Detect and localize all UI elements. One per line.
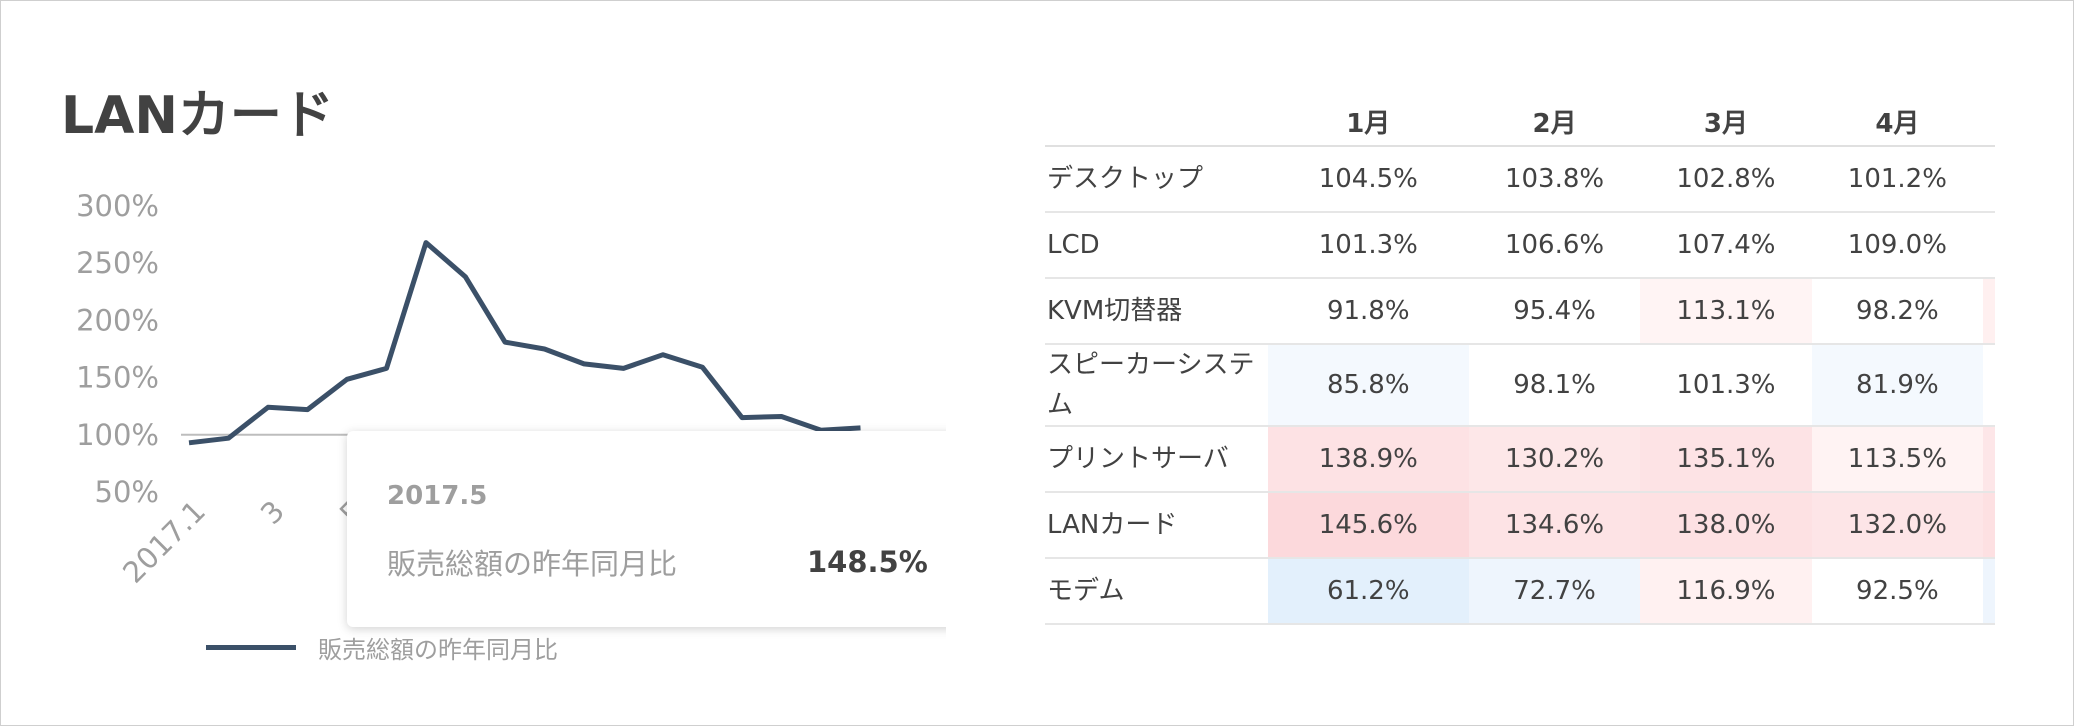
row-label: KVM切替器 — [1045, 278, 1268, 345]
table-cell: 91.8% — [1267, 278, 1469, 345]
legend-label: 販売総額の昨年同月比 — [318, 635, 558, 664]
legend-swatch — [206, 644, 296, 650]
table-row: LCD 101.3% 106.6% 107.4% 109.0% — [1045, 212, 1995, 279]
table-cell: 145.6% — [1267, 492, 1469, 559]
table-cell-overflow — [1983, 212, 1995, 279]
y-tick-label: 250% — [76, 246, 159, 280]
table-cell: 138.9% — [1267, 426, 1469, 493]
table-cell: 107.4% — [1640, 212, 1812, 279]
table-cell-overflow — [1983, 558, 1995, 625]
row-label: モデム — [1045, 558, 1268, 625]
table-cell: 95.4% — [1468, 278, 1641, 345]
heatmap-table: 1月 2月 3月 4月 デスクトップ 104.5% 103.8% 102.8% 101.2% L… — [1045, 97, 1995, 625]
column-header-overflow — [1983, 97, 1995, 147]
table-cell: 61.2% — [1267, 558, 1469, 625]
y-tick-label: 50% — [95, 475, 159, 509]
row-label: スピーカーシステム — [1045, 344, 1268, 427]
row-label: LCD — [1045, 212, 1268, 279]
row-label: プリントサーバ — [1045, 426, 1268, 493]
table-cell: 130.2% — [1468, 426, 1641, 493]
y-tick-label: 100% — [76, 418, 159, 452]
table-cell: 101.3% — [1640, 344, 1812, 427]
corner-header — [1045, 97, 1268, 147]
table-cell: 134.6% — [1468, 492, 1641, 559]
table-cell: 102.8% — [1640, 146, 1812, 213]
table-row: スピーカーシステム 85.8% 98.1% 101.3% 81.9% — [1045, 344, 1995, 427]
table-cell: 104.5% — [1267, 146, 1469, 213]
table-cell: 109.0% — [1811, 212, 1984, 279]
table-cell: 85.8% — [1267, 344, 1469, 427]
table-cell: 132.0% — [1811, 492, 1984, 559]
table-cell: 81.9% — [1811, 344, 1984, 427]
y-tick-label: 150% — [76, 361, 159, 395]
table-cell: 98.2% — [1811, 278, 1984, 345]
table-row: プリントサーバ 138.9% 130.2% 135.1% 113.5% — [1045, 426, 1995, 493]
chart-legend[interactable]: 販売総額の昨年同月比 — [206, 629, 558, 665]
table-cell: 92.5% — [1811, 558, 1984, 625]
heatmap-table-panel: 1月 2月 3月 4月 デスクトップ 104.5% 103.8% 102.8% 101.2% L… — [1045, 97, 1995, 657]
x-tick-label: 3 — [254, 494, 291, 531]
table-cell: 101.2% — [1811, 146, 1984, 213]
table-cell-overflow — [1983, 146, 1995, 213]
table-cell-overflow — [1983, 426, 1995, 493]
y-tick-label: 300% — [76, 189, 159, 223]
table-cell-overflow — [1983, 492, 1995, 559]
y-tick-label: 200% — [76, 303, 159, 337]
table-cell: 113.1% — [1640, 278, 1812, 345]
table-cell: 101.3% — [1267, 212, 1469, 279]
table-cell-overflow — [1983, 278, 1995, 345]
series-line[interactable] — [188, 240, 861, 446]
page-title: LANカード — [61, 86, 334, 146]
table-row: デスクトップ 104.5% 103.8% 102.8% 101.2% — [1045, 146, 1995, 213]
chart-panel: LANカード 300%250%200%150%100%50%2017.135 販… — [1, 1, 946, 725]
tooltip-date: 2017.5 — [387, 481, 488, 511]
table-cell: 103.8% — [1468, 146, 1641, 213]
chart-tooltip: 2017.5 販売総額の昨年同月比 148.5% — [347, 431, 946, 627]
column-header: 1月 — [1267, 97, 1469, 147]
table-cell: 113.5% — [1811, 426, 1984, 493]
table-row: KVM切替器 91.8% 95.4% 113.1% 98.2% — [1045, 278, 1995, 345]
table-cell: 135.1% — [1640, 426, 1812, 493]
table-cell-overflow — [1983, 344, 1995, 427]
column-header: 4月 — [1811, 97, 1984, 147]
column-header: 2月 — [1468, 97, 1641, 147]
table-cell: 116.9% — [1640, 558, 1812, 625]
table-row: LANカード 145.6% 134.6% 138.0% 132.0% — [1045, 492, 1995, 559]
table-cell: 138.0% — [1640, 492, 1812, 559]
column-header: 3月 — [1640, 97, 1812, 147]
tooltip-series-label: 販売総額の昨年同月比 — [387, 547, 678, 581]
table-cell: 98.1% — [1468, 344, 1641, 427]
table-row: モデム 61.2% 72.7% 116.9% 92.5% — [1045, 558, 1995, 625]
tooltip-value: 148.5% — [807, 545, 928, 579]
row-label: LANカード — [1045, 492, 1268, 559]
row-label: デスクトップ — [1045, 146, 1268, 213]
table-cell: 72.7% — [1468, 558, 1641, 625]
table-header-row: 1月 2月 3月 4月 — [1045, 97, 1995, 147]
table-cell: 106.6% — [1468, 212, 1641, 279]
